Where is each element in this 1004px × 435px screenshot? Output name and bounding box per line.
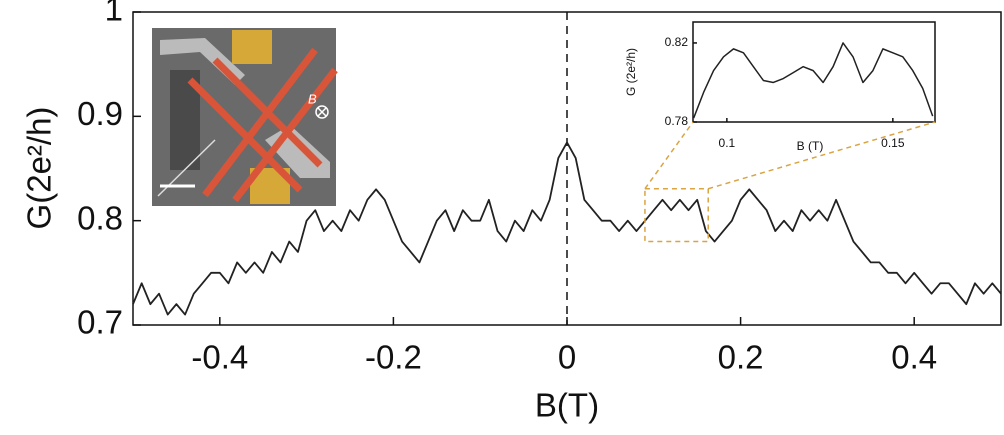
x-tick-label: 0.4 [891, 339, 937, 376]
field-symbol [315, 105, 329, 119]
field-label: B [308, 91, 317, 106]
x-tick-label: 0.2 [718, 339, 764, 376]
y-tick-label: 0.9 [77, 95, 123, 132]
data-line [132, 141, 1002, 316]
zoom-box [644, 187, 709, 243]
y-axis-label: G (2e²/h) [624, 48, 638, 96]
x-tick-label: 0.15 [881, 136, 905, 150]
zoom-connector [708, 121, 936, 190]
y-tick-label: 0.7 [77, 304, 123, 341]
y-tick-label: 0.82 [665, 35, 689, 49]
y-axis-label: G(2e²/h) [21, 107, 58, 230]
sem-image: B [152, 28, 338, 206]
x-tick-label: -0.2 [365, 339, 422, 376]
x-tick-label: 0.1 [719, 136, 736, 150]
x-axis-label: B(T) [535, 387, 599, 424]
y-tick-label: 1 [105, 0, 123, 28]
field-symbol [317, 107, 327, 117]
y-tick-label: 0.78 [665, 114, 689, 128]
y-tick-label: 0.8 [77, 199, 123, 236]
sem-pad [232, 30, 272, 64]
data-line [692, 42, 934, 119]
x-tick-label: 0 [558, 339, 576, 376]
x-axis-label: B (T) [797, 139, 824, 153]
zoom-connector [644, 121, 694, 190]
x-tick-label: -0.4 [191, 339, 248, 376]
sem-wires [187, 47, 338, 203]
